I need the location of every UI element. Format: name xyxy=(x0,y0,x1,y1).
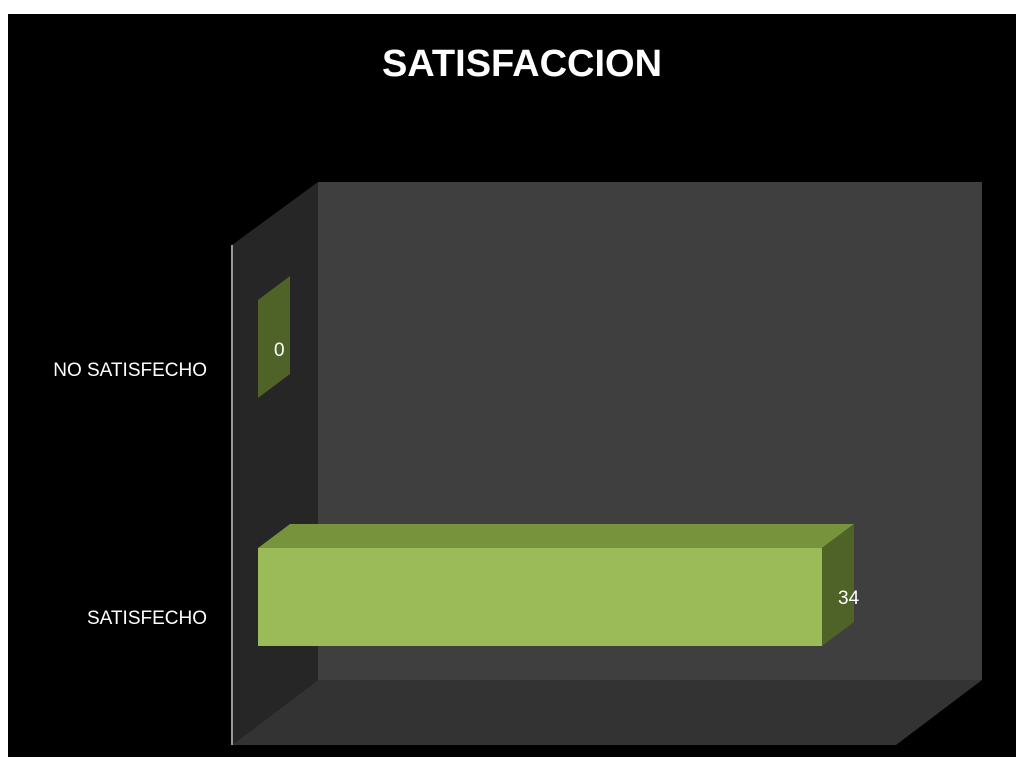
category-label: NO SATISFECHO xyxy=(53,360,207,381)
bar-front xyxy=(258,548,822,646)
data-label: 34 xyxy=(838,588,860,609)
chart-title: SATISFACCION xyxy=(382,43,662,85)
category-label: SATISFECHO xyxy=(87,608,207,629)
side-wall xyxy=(232,182,318,745)
bar-side xyxy=(258,276,290,398)
floor xyxy=(232,680,982,745)
data-label: 0 xyxy=(274,340,285,361)
bar-top xyxy=(258,524,854,548)
bar-side xyxy=(822,524,854,646)
